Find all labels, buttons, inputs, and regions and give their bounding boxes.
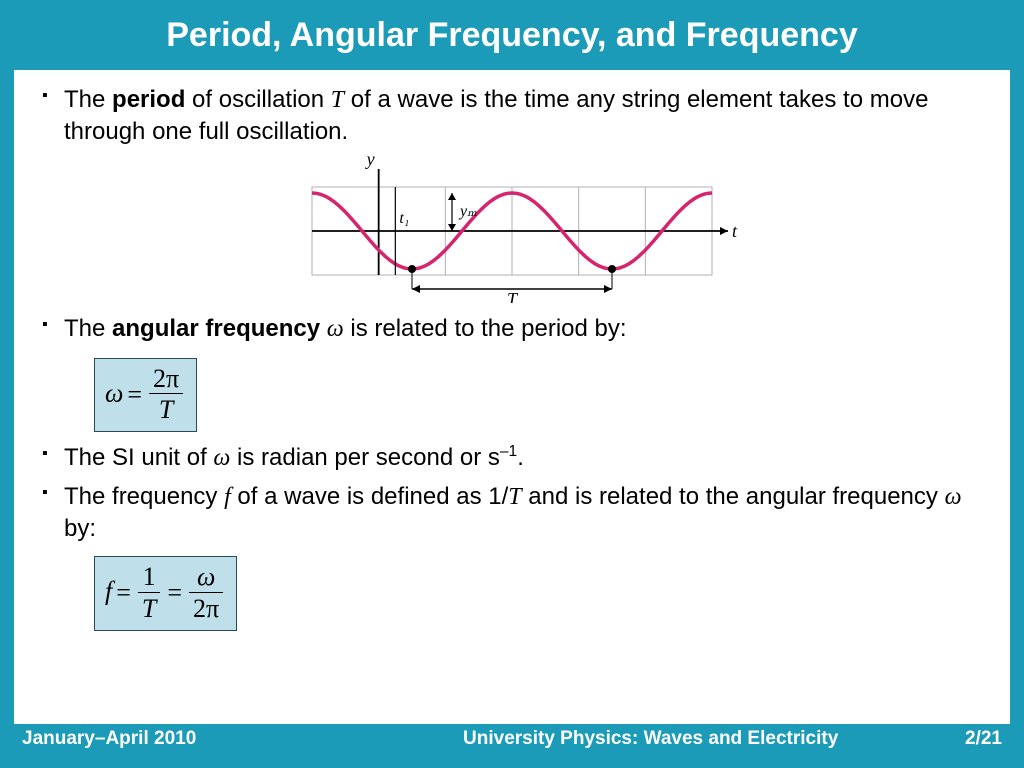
- svg-text:t₁: t₁: [399, 210, 409, 227]
- bullet-si-unit: The SI unit of ω is radian per second or…: [38, 442, 986, 474]
- equation-omega: ω=2πT: [94, 358, 197, 433]
- bullet-frequency: The frequency f of a wave is defined as …: [38, 481, 986, 544]
- slide-footer: January–April 2010 University Physics: W…: [14, 724, 1010, 754]
- svg-text:yₘ: yₘ: [458, 203, 477, 220]
- footer-course: University Physics: Waves and Electricit…: [196, 728, 965, 750]
- footer-date: January–April 2010: [22, 728, 196, 750]
- title-bar: Period, Angular Frequency, and Frequency: [14, 0, 1010, 70]
- slide-content: The period of oscillation T of a wave is…: [14, 70, 1010, 724]
- wave-diagram: y t t₁ yₘ T: [38, 153, 986, 303]
- bullet-period: The period of oscillation T of a wave is…: [38, 84, 986, 147]
- svg-text:y: y: [365, 153, 375, 169]
- footer-page: 2/21: [965, 728, 1002, 750]
- svg-text:T: T: [507, 289, 519, 303]
- slide-title: Period, Angular Frequency, and Frequency: [166, 16, 857, 55]
- svg-text:t: t: [732, 221, 738, 241]
- bullet-angular-freq: The angular frequency ω is related to th…: [38, 313, 986, 345]
- equation-frequency: f=1T=ω2π: [94, 556, 237, 631]
